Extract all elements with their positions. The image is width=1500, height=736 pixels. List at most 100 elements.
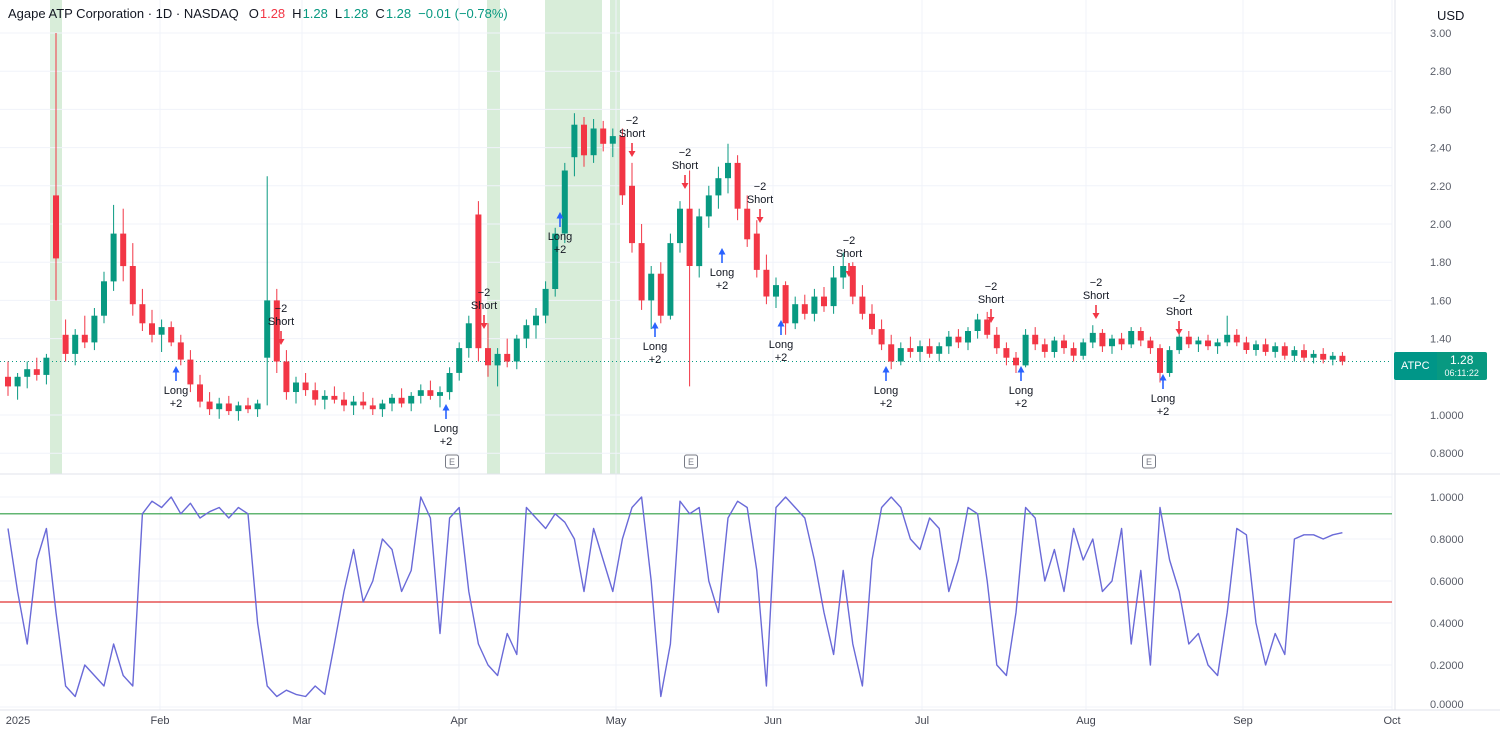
candle[interactable] (965, 331, 971, 343)
candle[interactable] (129, 266, 136, 305)
candle[interactable] (955, 336, 962, 343)
short-annotation-label[interactable]: −2 (1090, 277, 1103, 289)
candle[interactable] (235, 405, 242, 412)
time-axis-label[interactable]: Jun (764, 715, 782, 727)
candle[interactable] (734, 162, 741, 209)
candle[interactable] (360, 401, 367, 406)
time-axis-label[interactable]: Oct (1383, 715, 1400, 727)
short-annotation-label[interactable]: Short (619, 128, 645, 140)
candle[interactable] (1118, 338, 1125, 345)
candle[interactable] (1128, 331, 1135, 345)
candle[interactable] (206, 401, 213, 410)
time-axis-label[interactable]: Apr (450, 715, 467, 727)
candle[interactable] (821, 296, 827, 307)
candle[interactable] (1291, 350, 1298, 356)
candle[interactable] (81, 334, 88, 343)
candle[interactable] (1320, 353, 1327, 360)
candle[interactable] (677, 208, 683, 244)
short-annotation-label[interactable]: −2 (985, 281, 998, 293)
candle[interactable] (907, 348, 914, 352)
long-annotation-label[interactable]: Long (1151, 393, 1175, 405)
candle[interactable] (197, 384, 203, 402)
short-annotation-label[interactable]: −2 (843, 235, 856, 247)
candle[interactable] (1185, 336, 1192, 345)
candle[interactable] (43, 357, 50, 375)
candle[interactable] (331, 395, 338, 400)
candle[interactable] (1339, 355, 1346, 362)
candle[interactable] (696, 216, 703, 267)
earnings-marker[interactable] (1142, 454, 1156, 469)
candle[interactable] (312, 390, 319, 400)
candle[interactable] (1041, 344, 1048, 352)
time-axis-label[interactable]: Mar (293, 715, 312, 727)
candle[interactable] (504, 353, 511, 362)
candle[interactable] (475, 214, 482, 349)
earnings-marker[interactable] (684, 454, 698, 469)
candle[interactable] (427, 390, 434, 396)
long-annotation-label[interactable]: +2 (649, 354, 662, 366)
candle[interactable] (773, 285, 779, 297)
time-axis-label[interactable]: Jul (915, 715, 929, 727)
candle[interactable] (590, 128, 597, 156)
candle[interactable] (149, 323, 155, 335)
symbol-title[interactable]: Agape ATP Corporation · 1D · NASDAQ (8, 6, 239, 21)
candle[interactable] (1070, 348, 1077, 356)
candle[interactable] (878, 329, 885, 345)
candle[interactable] (1051, 340, 1058, 353)
candle[interactable] (341, 399, 347, 406)
candle[interactable] (763, 269, 770, 297)
short-annotation-label[interactable]: Short (978, 294, 1004, 306)
candle[interactable] (120, 233, 127, 267)
candle[interactable] (897, 348, 904, 362)
candle[interactable] (744, 208, 751, 240)
candle[interactable] (1253, 344, 1259, 350)
candle[interactable] (417, 390, 424, 396)
candle[interactable] (533, 315, 539, 326)
candle[interactable] (1243, 342, 1250, 350)
candle[interactable] (1032, 334, 1039, 345)
candle[interactable] (14, 376, 21, 387)
candle[interactable] (609, 136, 616, 144)
time-axis-label[interactable]: 2025 (6, 715, 30, 727)
long-annotation-label[interactable]: Long (643, 341, 667, 353)
candle[interactable] (1176, 336, 1183, 351)
candle[interactable] (446, 373, 453, 393)
candle[interactable] (1089, 332, 1096, 343)
candle[interactable] (869, 313, 875, 330)
candle[interactable] (945, 336, 952, 347)
short-annotation-label[interactable]: Short (747, 194, 773, 206)
candle[interactable] (782, 285, 789, 324)
short-annotation-label[interactable]: −2 (478, 287, 491, 299)
candle[interactable] (293, 382, 299, 393)
candle[interactable] (1080, 342, 1087, 356)
time-axis-label[interactable]: May (606, 715, 627, 727)
long-annotation-label[interactable]: +2 (880, 398, 893, 410)
candle[interactable] (485, 348, 491, 366)
short-annotation-label[interactable]: Short (1083, 290, 1109, 302)
candle[interactable] (168, 327, 175, 343)
candle[interactable] (926, 346, 933, 354)
short-annotation-label[interactable]: Short (471, 300, 497, 312)
short-annotation-label[interactable]: Short (1166, 306, 1192, 318)
candle[interactable] (811, 296, 818, 314)
candle[interactable] (139, 304, 146, 324)
candle[interactable] (1099, 332, 1106, 347)
candle[interactable] (350, 401, 357, 406)
candle[interactable] (581, 124, 587, 156)
candle[interactable] (5, 376, 11, 387)
candle[interactable] (101, 281, 107, 316)
long-annotation-label[interactable]: Long (1009, 385, 1033, 397)
candle[interactable] (379, 403, 386, 410)
candle[interactable] (1301, 350, 1307, 358)
earnings-marker[interactable] (445, 454, 459, 469)
candle[interactable] (1109, 338, 1115, 347)
candle[interactable] (600, 128, 607, 144)
candle[interactable] (302, 382, 309, 391)
short-annotation-label[interactable]: −2 (754, 181, 767, 193)
candle[interactable] (753, 233, 760, 270)
candle[interactable] (936, 346, 943, 354)
candle[interactable] (638, 243, 645, 301)
candle[interactable] (1013, 357, 1019, 366)
candle[interactable] (369, 405, 376, 410)
candle[interactable] (1310, 353, 1317, 358)
